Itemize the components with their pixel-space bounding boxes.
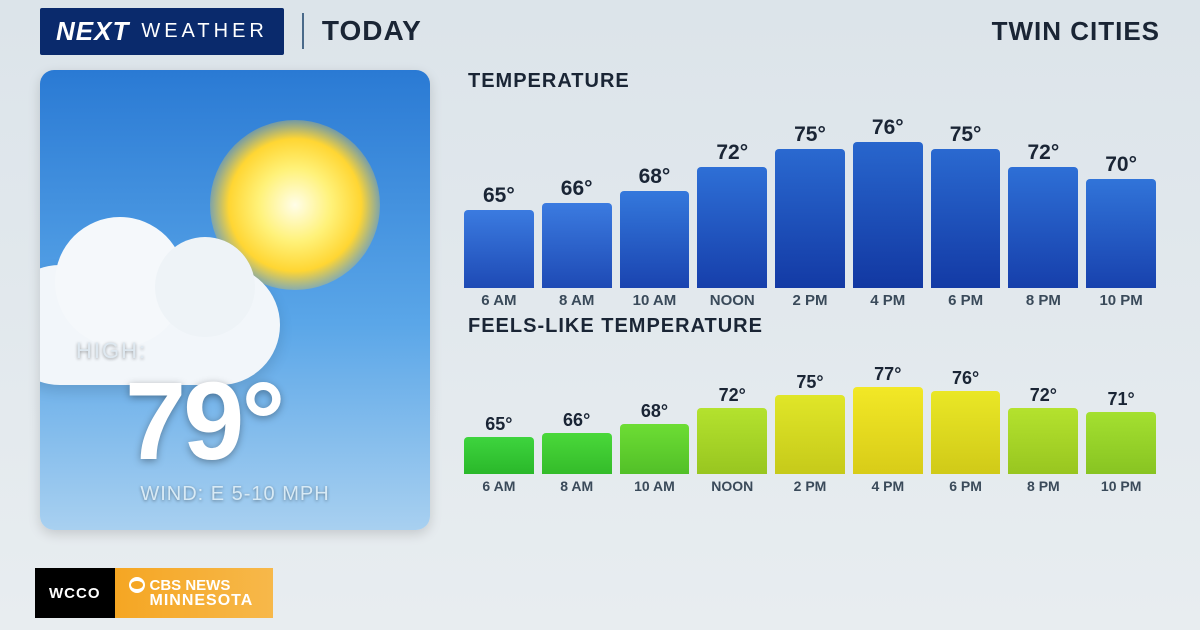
bar-group: 68° 10 AM <box>620 165 690 309</box>
forecast-card: HIGH: 79° WIND: E 5-10 MPH <box>40 70 430 530</box>
cbs-minnesota-text: MINNESOTA <box>150 593 254 609</box>
bar-group: 65° 6 AM <box>464 184 534 310</box>
cbs-news-text: CBS NEWS <box>150 578 231 593</box>
cbs-eye-icon <box>129 577 145 593</box>
next-weather-logo: NEXT WEATHER <box>40 8 284 55</box>
wcco-logo: WCCO <box>35 568 115 618</box>
bar-time-label: 8 PM <box>1026 292 1061 309</box>
bar-time-label: 10 PM <box>1099 292 1142 309</box>
cbs-news-line1: CBS NEWS <box>129 577 231 593</box>
chart-bar <box>620 424 690 474</box>
bar-group: 66° 8 AM <box>542 410 612 494</box>
bar-group: 72° 8 PM <box>1008 385 1078 494</box>
chart-bar <box>464 210 534 289</box>
bar-value: 68° <box>641 401 668 422</box>
chart-bar <box>853 387 923 474</box>
bar-time-label: 6 PM <box>948 292 983 309</box>
bar-group: 76° 4 PM <box>853 116 923 309</box>
bar-value: 75° <box>950 123 982 147</box>
bar-group: 77° 4 PM <box>853 364 923 494</box>
bar-value: 72° <box>1027 141 1059 165</box>
feelslike-chart-section: FEELS-LIKE TEMPERATURE 65° 6 AM 66° 8 AM 68°… <box>460 315 1160 560</box>
charts-panel: TEMPERATURE 65° 6 AM 66° 8 AM 68° 10 AM 72° NOO… <box>460 70 1160 560</box>
today-label: TODAY <box>322 15 422 47</box>
bar-time-label: 10 AM <box>633 292 677 309</box>
bar-group: 71° 10 PM <box>1086 389 1156 494</box>
bar-time-label: NOON <box>711 478 753 494</box>
chart-bar <box>542 203 612 288</box>
chart-bar <box>697 408 767 474</box>
chart-bar <box>1086 179 1156 288</box>
header-divider <box>302 13 304 49</box>
bar-value: 72° <box>1030 385 1057 406</box>
bar-time-label: 2 PM <box>794 478 827 494</box>
bar-time-label: 6 AM <box>482 478 515 494</box>
bar-time-label: 10 AM <box>634 478 675 494</box>
feelslike-chart-title: FEELS-LIKE TEMPERATURE <box>468 315 1160 338</box>
chart-bar <box>931 391 1001 474</box>
bar-group: 70° 10 PM <box>1086 153 1156 309</box>
chart-bar <box>464 437 534 474</box>
bar-value: 66° <box>561 177 593 201</box>
header-bar: NEXT WEATHER TODAY TWIN CITIES <box>0 0 1200 60</box>
chart-bar <box>542 433 612 474</box>
bar-time-label: 8 AM <box>560 478 593 494</box>
bar-group: 72° NOON <box>697 385 767 494</box>
bar-time-label: 8 PM <box>1027 478 1060 494</box>
bar-time-label: 4 PM <box>870 292 905 309</box>
bar-value: 75° <box>796 372 823 393</box>
bar-time-label: 6 PM <box>949 478 982 494</box>
bar-group: 75° 2 PM <box>775 123 845 310</box>
bar-value: 72° <box>716 141 748 165</box>
footer-logos: WCCO CBS NEWS MINNESOTA <box>35 568 273 618</box>
bar-value: 76° <box>872 116 904 140</box>
bar-value: 68° <box>639 165 671 189</box>
bar-group: 72° 8 PM <box>1008 141 1078 309</box>
chart-bar <box>775 395 845 474</box>
bar-time-label: 2 PM <box>793 292 828 309</box>
temperature-chart-title: TEMPERATURE <box>468 70 1160 93</box>
chart-bar <box>931 149 1001 289</box>
bar-group: 72° NOON <box>697 141 767 309</box>
feelslike-chart: 65° 6 AM 66° 8 AM 68° 10 AM 72° NOON 75° 2 PM 77° 4… <box>460 344 1160 494</box>
bar-time-label: 10 PM <box>1101 478 1141 494</box>
bar-group: 66° 8 AM <box>542 177 612 309</box>
bar-time-label: 8 AM <box>559 292 594 309</box>
bar-value: 76° <box>952 368 979 389</box>
bar-group: 75° 2 PM <box>775 372 845 494</box>
bar-value: 77° <box>874 364 901 385</box>
chart-bar <box>620 191 690 288</box>
bar-group: 68° 10 AM <box>620 401 690 494</box>
bar-group: 75° 6 PM <box>931 123 1001 310</box>
bar-time-label: NOON <box>710 292 755 309</box>
chart-bar <box>1008 408 1078 474</box>
logo-next: NEXT <box>56 16 129 47</box>
chart-bar <box>1008 167 1078 288</box>
chart-bar <box>775 149 845 289</box>
bar-value: 71° <box>1108 389 1135 410</box>
location-label: TWIN CITIES <box>992 16 1160 47</box>
bar-value: 65° <box>485 414 512 435</box>
logo-weather: WEATHER <box>141 20 268 43</box>
bar-value: 65° <box>483 184 515 208</box>
bar-time-label: 6 AM <box>481 292 516 309</box>
bar-group: 65° 6 AM <box>464 414 534 494</box>
bar-time-label: 4 PM <box>871 478 904 494</box>
cbs-news-logo: CBS NEWS MINNESOTA <box>115 568 274 618</box>
chart-bar <box>697 167 767 288</box>
high-temperature: 79° <box>125 358 282 485</box>
bar-value: 70° <box>1105 153 1137 177</box>
wind-label: WIND: E 5-10 MPH <box>40 483 430 506</box>
chart-bar <box>853 142 923 288</box>
temperature-chart-section: TEMPERATURE 65° 6 AM 66° 8 AM 68° 10 AM 72° NOO… <box>460 70 1160 315</box>
bar-value: 66° <box>563 410 590 431</box>
temperature-chart: 65° 6 AM 66° 8 AM 68° 10 AM 72° NOON 75° 2 PM 76° 4… <box>460 99 1160 309</box>
bar-value: 72° <box>719 385 746 406</box>
bar-value: 75° <box>794 123 826 147</box>
main-content: HIGH: 79° WIND: E 5-10 MPH TEMPERATURE 6… <box>0 60 1200 560</box>
chart-bar <box>1086 412 1156 474</box>
bar-group: 76° 6 PM <box>931 368 1001 494</box>
